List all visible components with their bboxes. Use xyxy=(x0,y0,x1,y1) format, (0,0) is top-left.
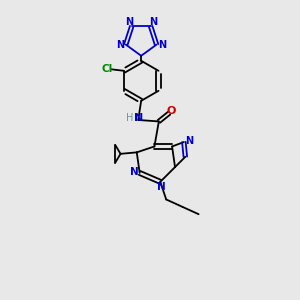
Text: N: N xyxy=(130,167,139,177)
Text: O: O xyxy=(167,106,176,116)
Text: Cl: Cl xyxy=(101,64,112,74)
Text: N: N xyxy=(158,182,166,192)
Text: N: N xyxy=(158,40,166,50)
Text: N: N xyxy=(134,113,143,124)
Text: N: N xyxy=(185,136,193,146)
Text: N: N xyxy=(116,40,124,50)
Text: N: N xyxy=(125,17,134,27)
Text: N: N xyxy=(149,17,157,27)
Text: H: H xyxy=(126,113,134,124)
